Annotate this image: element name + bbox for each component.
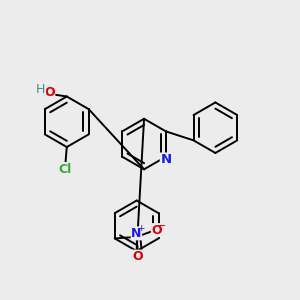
Text: Cl: Cl: [59, 163, 72, 176]
Text: N: N: [160, 153, 172, 166]
Text: O: O: [132, 250, 142, 263]
Text: O: O: [44, 85, 55, 98]
Text: O: O: [151, 224, 162, 237]
Text: +: +: [137, 224, 145, 233]
Text: N: N: [131, 227, 142, 240]
Text: −: −: [157, 221, 166, 231]
Text: H: H: [36, 83, 46, 96]
